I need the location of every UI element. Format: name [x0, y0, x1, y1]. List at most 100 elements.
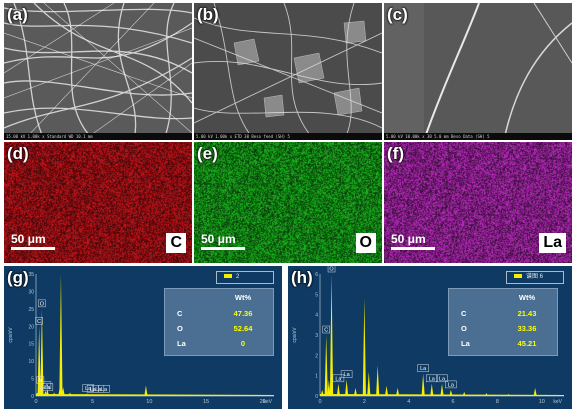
peak-label-box-h-2: [332, 374, 345, 383]
panel-label-d: (d): [7, 144, 29, 163]
wt-element-g-0: C: [177, 309, 183, 318]
spectrum-peak-h-16: [462, 391, 466, 396]
y-tick-label-h-0: 0: [315, 394, 318, 400]
wt-element-g-1: O: [177, 324, 183, 333]
y-tick-label-g-3: 15: [28, 342, 34, 348]
spectrum-peak-h-0: [320, 389, 324, 396]
spectrum-peak-g-3: [40, 308, 44, 396]
x-tick-label-g-1: 5: [91, 399, 94, 405]
panel-label-h: (h): [291, 268, 313, 287]
peak-label-g-8: La: [101, 387, 108, 393]
spectrum-peak-h-1: [324, 335, 328, 396]
scale-bar-label-d: 50 μm: [11, 232, 46, 246]
scale-bar-e: 50 μm: [201, 232, 245, 250]
y-tick-label-h-5: 5: [315, 292, 318, 298]
peak-label-g-3: La: [42, 383, 49, 389]
x-tick-label-g-0: 0: [34, 399, 37, 405]
scale-bar-line-f: [391, 247, 435, 250]
peak-label-box-h-7: [445, 380, 457, 389]
scale-bar-label-e: 50 μm: [201, 232, 236, 246]
peak-label-box-g-0: [35, 317, 43, 325]
wt-value-h-2: 45.21: [517, 339, 537, 348]
peak-label-box-g-1: [38, 299, 46, 308]
legend-swatch-g: [224, 274, 232, 279]
y-tick-label-h-3: 3: [315, 333, 318, 339]
spectrum-peak-h-19: [533, 387, 537, 396]
peak-label-box-h-6: [436, 374, 448, 383]
peak-label-h-0: O: [329, 267, 334, 273]
peak-label-box-h-5: [426, 374, 438, 383]
element-label-d: C: [166, 233, 186, 253]
peak-label-h-2: La: [335, 376, 342, 382]
spectrum-peak-h-18: [506, 393, 511, 396]
wt-value-g-0: 47.36: [233, 309, 253, 318]
wt-value-h-1: 33.36: [517, 324, 537, 333]
peak-label-box-h-1: [322, 325, 330, 334]
eds-map-o: [194, 142, 382, 263]
spectrum-peak-g-8: [59, 274, 63, 396]
spectrum-peak-h-8: [367, 371, 371, 396]
legend-h: 谱图 6: [506, 271, 564, 284]
baseline-g: [36, 394, 274, 396]
panel-label-c: (c): [387, 5, 408, 24]
sem-info-bar-c: 5.00 kV 10.00k x 30 5.0 mm Beso Data (SH…: [384, 133, 572, 140]
peak-label-g-5: La: [85, 386, 92, 392]
peak-label-h-7: La: [448, 382, 455, 388]
spectrum-peak-g-14: [144, 385, 148, 396]
sem-info-bar-b: 5.00 kV 1.00k x ETD 30 Beso feed (SH) 5: [194, 133, 382, 140]
x-tick-label-g-3: 15: [203, 399, 209, 405]
spectrum-peak-g-1: [37, 326, 41, 396]
sem-image-b: [194, 3, 382, 140]
wt-table-g: Wt% C 47.36 O 52.64 La 0: [164, 288, 274, 356]
wt-element-h-0: C: [461, 309, 467, 318]
eds-map-c: [4, 142, 192, 263]
spectrum-peak-h-20: [551, 394, 555, 396]
wt-value-h-0: 21.43: [517, 309, 537, 318]
sem-panel-a: (a) 15.00 kV 1.00k x Standard WD 10.1 mm: [4, 3, 192, 140]
spectrum-peak-h-4: [336, 383, 341, 396]
y-tick-label-g-7: 35: [28, 272, 34, 278]
scale-bar-label-f: 50 μm: [391, 232, 426, 246]
sem-panel-c: (c) 5.00 kV 10.00k x 30 5.0 mm Beso Data…: [384, 3, 572, 140]
sem-image-c: [384, 3, 572, 140]
y-tick-label-g-2: 10: [28, 359, 34, 365]
spectrum-peak-g-15: [164, 394, 168, 396]
y-tick-label-h-2: 2: [315, 353, 318, 359]
sem-panel-b: (b) 5.00 kV 1.00k x ETD 30 Beso feed (SH…: [194, 3, 382, 140]
spectrum-peak-g-12: [102, 394, 106, 396]
peak-label-box-g-5: [82, 384, 94, 392]
wt-element-h-2: La: [461, 339, 470, 348]
peak-label-h-5: La: [429, 376, 436, 382]
spectrum-peak-h-3: [329, 274, 334, 396]
spectrum-peak-g-16: [193, 395, 197, 396]
peak-label-g-6: La: [90, 387, 97, 393]
spectrum-peak-h-5: [345, 379, 349, 396]
peak-label-box-h-3: [340, 370, 353, 378]
legend-label-g: 2: [236, 274, 240, 280]
legend-swatch-h: [514, 274, 522, 279]
y-axis-label-h: cps/eV: [292, 327, 298, 343]
spectrum-peak-g-5: [45, 389, 49, 396]
peak-label-g-2: N: [38, 378, 42, 384]
x-axis-label-g: keV: [263, 399, 272, 405]
y-tick-label-h-1: 1: [315, 374, 318, 380]
x-tick-label-h-4: 8: [496, 399, 499, 405]
spectrum-peak-g-11: [85, 393, 89, 396]
eds-spectrum-panel-h: 0 2 4 6 8 10 0 1 2 3 4 5 6 keV cps/eV O C La La La La La La (h…: [288, 266, 572, 409]
x-tick-label-h-3: 6: [452, 399, 455, 405]
spectrum-peak-h-6: [353, 387, 358, 396]
peak-label-h-4: La: [420, 366, 427, 372]
spectrum-peak-g-9: [61, 387, 65, 396]
x-tick-label-h-2: 4: [407, 399, 410, 405]
y-tick-label-g-1: 5: [31, 377, 34, 383]
x-tick-label-g-4: 20: [260, 399, 266, 405]
spectrum-peak-h-15: [449, 389, 453, 396]
y-tick-label-h-4: 4: [315, 313, 318, 319]
wt-value-g-2: 0: [240, 339, 246, 348]
x-tick-label-h-1: 2: [363, 399, 366, 405]
peak-label-g-7: La: [95, 387, 102, 393]
sem-image-a: [4, 3, 192, 140]
spectrum-peak-g-13: [125, 394, 129, 396]
